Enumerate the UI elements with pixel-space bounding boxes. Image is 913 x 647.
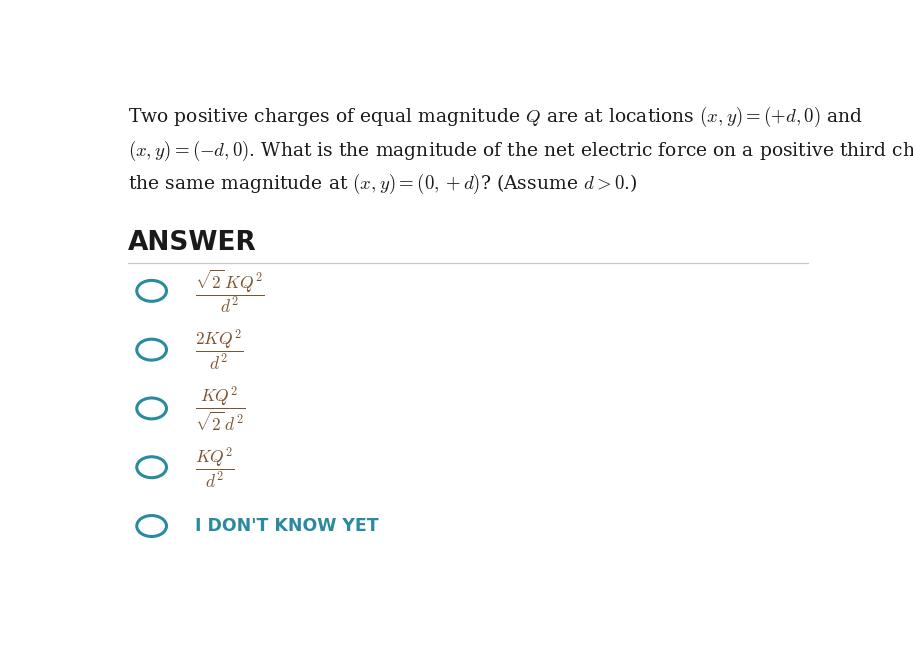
Text: the same magnitude at $(x, y) = (0, +d)$? (Assume $d > 0$.): the same magnitude at $(x, y) = (0, +d)$… xyxy=(128,172,637,196)
Text: ANSWER: ANSWER xyxy=(128,230,257,256)
Text: $\dfrac{\sqrt{2}\,KQ^2}{d^2}$: $\dfrac{\sqrt{2}\,KQ^2}{d^2}$ xyxy=(195,267,265,314)
Text: $(x, y) = (-d, 0)$. What is the magnitude of the net electric force on a positiv: $(x, y) = (-d, 0)$. What is the magnitud… xyxy=(128,138,913,162)
Text: I DON'T KNOW YET: I DON'T KNOW YET xyxy=(195,517,379,535)
Text: Two positive charges of equal magnitude $Q$ are at locations $(x, y) = (+d, 0)$ : Two positive charges of equal magnitude … xyxy=(128,105,864,129)
Text: $\dfrac{2KQ^2}{d^2}$: $\dfrac{2KQ^2}{d^2}$ xyxy=(195,327,244,372)
Text: $\dfrac{KQ^2}{\sqrt{2}\,d^2}$: $\dfrac{KQ^2}{\sqrt{2}\,d^2}$ xyxy=(195,384,246,433)
Text: $\dfrac{KQ^2}{d^2}$: $\dfrac{KQ^2}{d^2}$ xyxy=(195,445,236,490)
